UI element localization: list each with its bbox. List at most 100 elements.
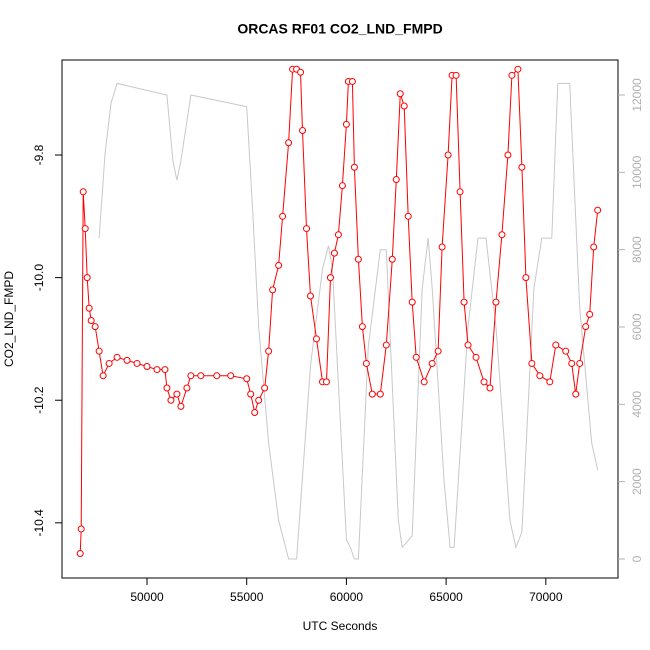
data-point [187, 372, 195, 380]
data-point [163, 384, 171, 392]
data-point [518, 163, 526, 171]
data-point [255, 396, 263, 404]
data-point [275, 261, 283, 269]
data-point [243, 375, 251, 383]
data-point [400, 102, 408, 110]
data-point [492, 298, 500, 306]
data-point [452, 71, 460, 79]
y2-tick-label: 8000 [630, 236, 644, 263]
data-point [382, 341, 390, 349]
data-point [508, 71, 516, 79]
x-tick-label: 60000 [330, 590, 364, 604]
data-point [123, 356, 131, 364]
y2-tick-label: 4000 [630, 391, 644, 418]
data-point [133, 359, 141, 367]
series-line [79, 68, 599, 554]
data-point [334, 231, 342, 239]
series-line [98, 82, 599, 560]
data-point [91, 323, 99, 331]
data-point [213, 372, 221, 380]
data-point [412, 353, 420, 361]
x-axis-label: UTC Seconds [303, 619, 378, 633]
data-point [354, 255, 362, 263]
data-point [388, 255, 396, 263]
data-point [522, 274, 530, 282]
data-point [420, 378, 428, 386]
data-point [460, 298, 468, 306]
y2-tick-label: 10000 [630, 155, 644, 189]
data-point [261, 384, 269, 392]
data-point [81, 225, 89, 233]
data-point [99, 372, 107, 380]
data-point [322, 378, 330, 386]
data-point [586, 310, 594, 318]
data-point [486, 384, 494, 392]
data-point [183, 384, 191, 392]
data-point [590, 243, 598, 251]
data-point [177, 402, 185, 410]
data-point [85, 304, 93, 312]
data-point [408, 298, 416, 306]
chart-title: ORCAS RF01 CO2_LND_FMPD [237, 21, 442, 37]
y-tick-label: -10.0 [32, 264, 46, 292]
data-point [376, 390, 384, 398]
data-point [313, 335, 321, 343]
y-tick-label: -9.8 [32, 144, 46, 165]
x-tick-label: 50000 [130, 590, 164, 604]
data-point [362, 359, 370, 367]
data-point [392, 176, 400, 184]
data-point [456, 188, 464, 196]
data-point [562, 347, 570, 355]
data-point [514, 65, 522, 73]
data-point [350, 163, 358, 171]
data-point [472, 353, 480, 361]
data-point [576, 359, 584, 367]
data-point [348, 77, 356, 85]
data-point [464, 341, 472, 349]
y2-tick-label: 12000 [630, 78, 644, 112]
data-point [79, 188, 87, 196]
data-point [76, 549, 84, 557]
data-point [83, 274, 91, 282]
data-point [582, 323, 590, 331]
data-point [285, 139, 293, 147]
data-point [77, 525, 85, 533]
data-point [153, 366, 161, 374]
data-point [161, 366, 169, 374]
data-point [303, 225, 311, 233]
data-point [404, 212, 412, 220]
data-point [396, 90, 404, 98]
data-point [299, 126, 307, 134]
x-tick-label: 70000 [529, 590, 563, 604]
y-tick-label: -10.4 [32, 509, 46, 537]
data-point [113, 353, 121, 361]
x-tick-label: 55000 [230, 590, 264, 604]
data-point [279, 212, 287, 220]
data-point [247, 390, 255, 398]
data-point [368, 390, 376, 398]
y-axis-label: CO2_LND_FMPD [2, 271, 16, 367]
data-point [428, 359, 436, 367]
data-point [95, 347, 103, 355]
y-tick-label: -10.2 [32, 386, 46, 414]
data-point [342, 120, 350, 128]
data-point [105, 359, 113, 367]
data-point [358, 323, 366, 331]
data-point [167, 396, 175, 404]
data-point [572, 390, 580, 398]
data-point [528, 359, 536, 367]
data-point [173, 390, 181, 398]
data-point [480, 378, 488, 386]
y2-tick-label: 0 [630, 555, 644, 562]
data-point [504, 151, 512, 159]
data-point [438, 243, 446, 251]
x-tick-label: 65000 [429, 590, 463, 604]
data-point [143, 363, 151, 371]
data-point [568, 359, 576, 367]
data-point [434, 347, 442, 355]
data-point [297, 68, 305, 76]
y2-tick-label: 2000 [630, 468, 644, 495]
data-point [594, 206, 602, 214]
data-point [269, 286, 277, 294]
